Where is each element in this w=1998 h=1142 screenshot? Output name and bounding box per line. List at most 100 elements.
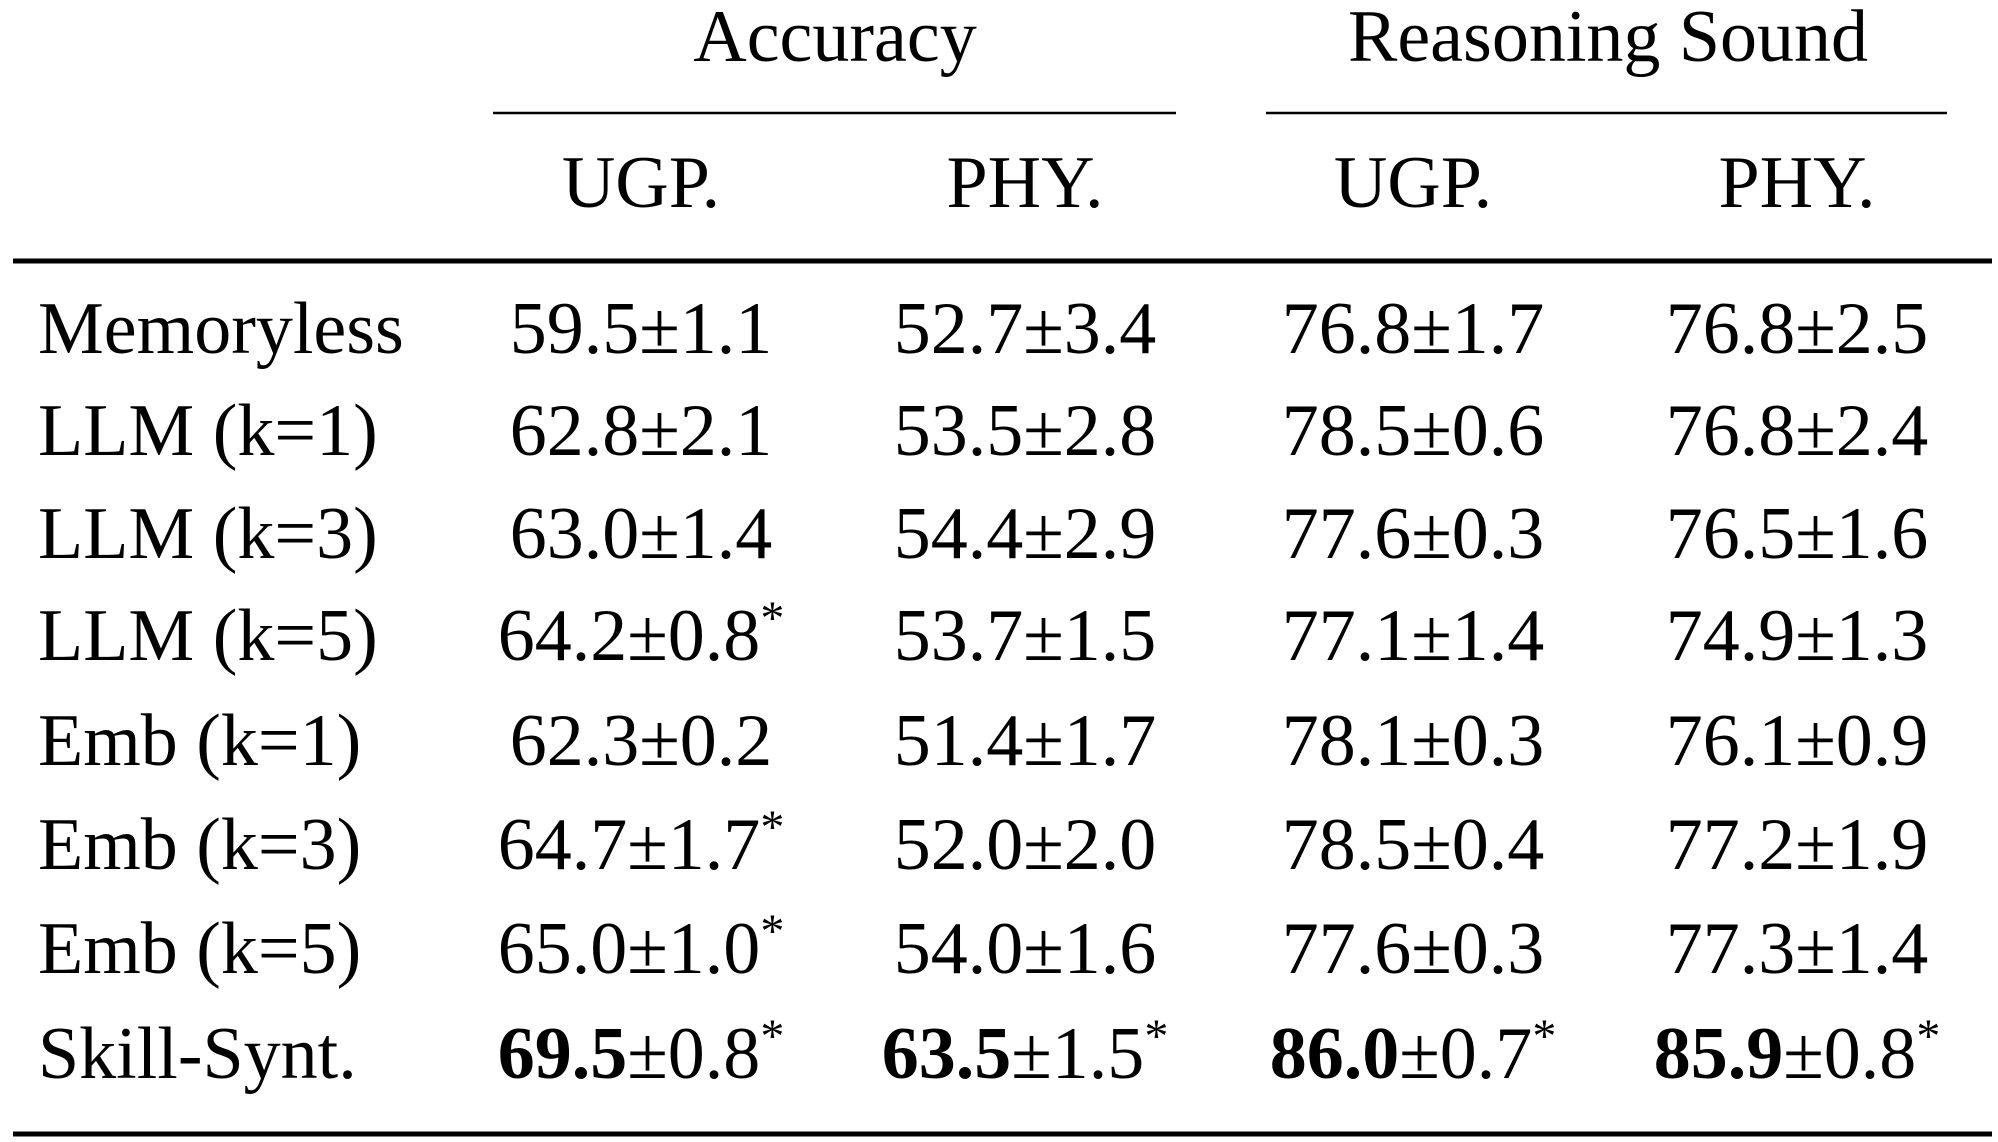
- cell-mean: 76.8: [1666, 288, 1796, 370]
- cell-std: ±0.6: [1411, 390, 1544, 472]
- cell-mean: 85.9: [1654, 1013, 1784, 1095]
- cell-std: ±1.5: [1023, 595, 1156, 677]
- cell-std: ±0.3: [1411, 700, 1544, 782]
- cell-std: ±2.5: [1795, 288, 1928, 370]
- column-header: PHY.: [947, 142, 1104, 224]
- column-header: UGP.: [562, 142, 720, 224]
- cell-mean: 77.6: [1282, 493, 1412, 575]
- cell-significance: *: [760, 592, 784, 645]
- row-label: LLM (k=1): [38, 390, 378, 472]
- cell-mean: 63.5: [882, 1013, 1012, 1095]
- cell: 64.2±0.8*: [498, 592, 785, 677]
- cell: 77.2±1.9: [1666, 804, 1929, 886]
- cell-std: ±2.4: [1795, 390, 1928, 472]
- cell-mean: 54.4: [894, 493, 1024, 575]
- cell: 69.5±0.8*: [498, 1010, 785, 1095]
- cell-mean: 62.8: [510, 390, 640, 472]
- cell-significance: *: [1916, 1010, 1940, 1063]
- cell: 77.1±1.4: [1282, 595, 1545, 677]
- cell-mean: 86.0: [1270, 1013, 1400, 1095]
- cell-mean: 76.5: [1666, 493, 1796, 575]
- cell: 76.5±1.6: [1666, 493, 1929, 575]
- cell-std: ±1.4: [639, 493, 772, 575]
- cell-std: ±0.8: [1783, 1013, 1916, 1095]
- cell-std: ±1.6: [1023, 908, 1156, 990]
- cell-std: ±2.8: [1023, 390, 1156, 472]
- row-label: Skill-Synt.: [38, 1013, 357, 1095]
- cell: 76.8±1.7: [1282, 288, 1545, 370]
- cell-std: ±0.4: [1411, 804, 1544, 886]
- cell-mean: 63.0: [510, 493, 640, 575]
- cell: 64.7±1.7*: [498, 801, 785, 886]
- cell-significance: *: [760, 905, 784, 958]
- cell-std: ±1.1: [639, 288, 772, 370]
- cell-mean: 52.7: [894, 288, 1024, 370]
- cell: 77.6±0.3: [1282, 908, 1545, 990]
- cell: 76.8±2.5: [1666, 288, 1929, 370]
- cell-std: ±0.9: [1795, 700, 1928, 782]
- cell: 52.0±2.0: [894, 804, 1157, 886]
- cell: 54.0±1.6: [894, 908, 1157, 990]
- cell-std: ±1.4: [1411, 595, 1544, 677]
- cell-mean: 53.5: [894, 390, 1024, 472]
- cell-std: ±2.1: [639, 390, 772, 472]
- column-header: UGP.: [1334, 142, 1492, 224]
- cell: 86.0±0.7*: [1270, 1010, 1557, 1095]
- cell-mean: 59.5: [510, 288, 640, 370]
- cell-mean: 52.0: [894, 804, 1024, 886]
- cell-mean: 76.8: [1282, 288, 1412, 370]
- row-label: LLM (k=5): [38, 595, 378, 677]
- cell-mean: 69.5: [498, 1013, 628, 1095]
- cell: 52.7±3.4: [894, 288, 1157, 370]
- cell: 53.7±1.5: [894, 595, 1157, 677]
- cell-mean: 77.6: [1282, 908, 1412, 990]
- row-label: Emb (k=1): [38, 700, 361, 782]
- cell: 76.8±2.4: [1666, 390, 1929, 472]
- cell: 62.3±0.2: [510, 700, 773, 782]
- cell-std: ±1.6: [1795, 493, 1928, 575]
- cell-std: ±1.9: [1795, 804, 1928, 886]
- cell-std: ±1.4: [1795, 908, 1928, 990]
- cell: 76.1±0.9: [1666, 700, 1929, 782]
- cell-std: ±0.8: [627, 595, 760, 677]
- cell-significance: *: [760, 1010, 784, 1063]
- cell-std: ±0.3: [1411, 493, 1544, 575]
- cell-std: ±1.0: [627, 908, 760, 990]
- cell-significance: *: [1144, 1010, 1168, 1063]
- cell-mean: 65.0: [498, 908, 628, 990]
- cell: 78.1±0.3: [1282, 700, 1545, 782]
- cell-std: ±0.8: [627, 1013, 760, 1095]
- cell: 63.0±1.4: [510, 493, 773, 575]
- row-label: Emb (k=5): [38, 908, 361, 990]
- cell: 74.9±1.3: [1666, 595, 1929, 677]
- row-label: LLM (k=3): [38, 493, 378, 575]
- cell: 51.4±1.7: [894, 700, 1157, 782]
- cell: 54.4±2.9: [894, 493, 1157, 575]
- cell-std: ±2.0: [1023, 804, 1156, 886]
- cell: 63.5±1.5*: [882, 1010, 1169, 1095]
- cell-std: ±0.2: [639, 700, 772, 782]
- cell: 59.5±1.1: [510, 288, 773, 370]
- row-label: Memoryless: [38, 288, 404, 370]
- cell-std: ±1.5: [1011, 1013, 1144, 1095]
- cell-mean: 78.5: [1282, 804, 1412, 886]
- cell: 77.6±0.3: [1282, 493, 1545, 575]
- cell-mean: 74.9: [1666, 595, 1796, 677]
- cell-significance: *: [760, 801, 784, 854]
- cell-std: ±1.7: [627, 804, 760, 886]
- cell: 78.5±0.4: [1282, 804, 1545, 886]
- cell-mean: 78.1: [1282, 700, 1412, 782]
- cell-mean: 76.8: [1666, 390, 1796, 472]
- cell-mean: 77.2: [1666, 804, 1796, 886]
- cell-std: ±2.9: [1023, 493, 1156, 575]
- cell-mean: 64.7: [498, 804, 628, 886]
- cell-mean: 78.5: [1282, 390, 1412, 472]
- cell-std: ±1.3: [1795, 595, 1928, 677]
- cell: 53.5±2.8: [894, 390, 1157, 472]
- cell-mean: 64.2: [498, 595, 628, 677]
- cell: 78.5±0.6: [1282, 390, 1545, 472]
- cell-mean: 51.4: [894, 700, 1024, 782]
- cell-mean: 62.3: [510, 700, 640, 782]
- cell: 77.3±1.4: [1666, 908, 1929, 990]
